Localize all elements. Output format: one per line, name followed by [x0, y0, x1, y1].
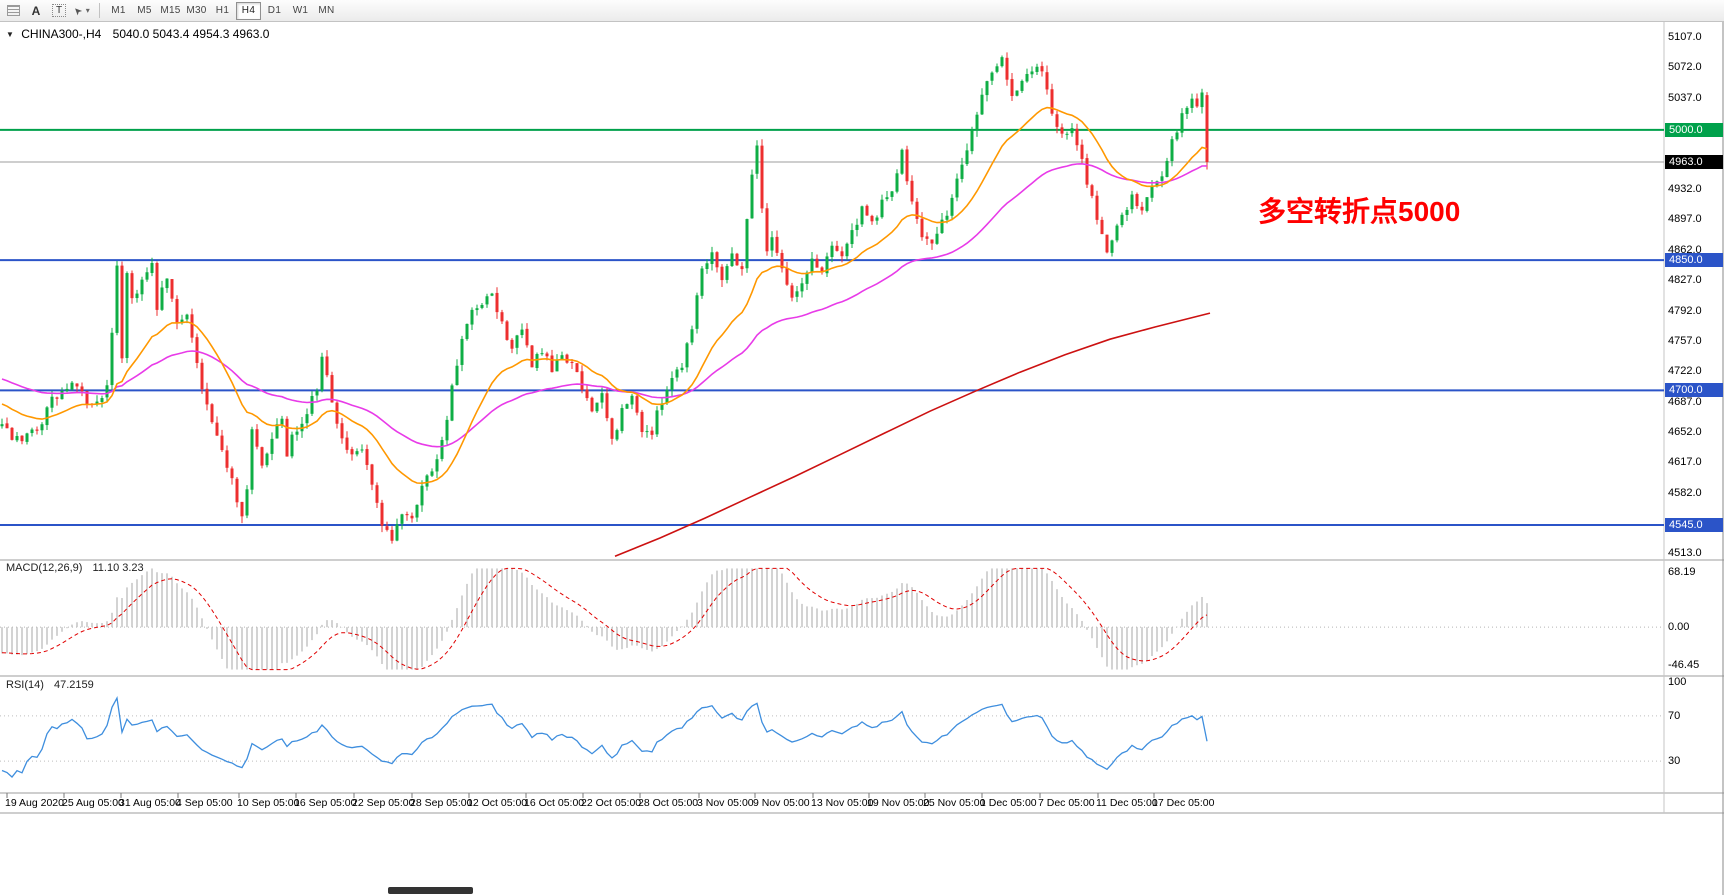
rsi-line — [1, 695, 1208, 778]
chart-list-button[interactable] — [2, 2, 24, 20]
horizontal-scrollbar-thumb[interactable] — [388, 887, 473, 894]
macd-label: MACD(12,26,9) 11.10 3.23 — [6, 562, 144, 574]
chart-symbol-period: CHINA300-,H4 — [21, 27, 102, 41]
toolbar-separator — [99, 3, 100, 18]
timeframe-button-d1[interactable]: D1 — [267, 5, 282, 16]
timeframe-button-m30[interactable]: M30 — [186, 5, 207, 16]
timeframe-buttons: M1 M5 M15 M30 H1 H4 D1 W1 MN — [106, 1, 339, 20]
rsi-indicator-value: 47.2159 — [53, 679, 94, 691]
symbol-dropdown-icon[interactable]: ▼ — [6, 30, 14, 39]
ma-fast-line — [1, 106, 1208, 485]
rsi-label: RSI(14) 47.2159 — [6, 679, 94, 691]
chart-ohlc-values: 5040.0 5043.4 4954.3 4963.0 — [112, 27, 270, 41]
annotation-text[interactable]: 多空转折点5000 — [1258, 196, 1461, 227]
timeframe-button-m5[interactable]: M5 — [137, 5, 152, 16]
textbox-annotation-button[interactable]: T — [48, 2, 70, 20]
macd-histogram — [1, 568, 1208, 670]
timeframe-button-h4[interactable]: H4 — [236, 1, 261, 20]
cursor-icon: ➤ — [71, 3, 86, 18]
grid-icon — [6, 5, 20, 16]
ma-mid-line — [1, 162, 1208, 448]
rsi-indicator-name: RSI(14) — [6, 679, 44, 691]
letter-a-icon: A — [31, 3, 41, 18]
macd-signal-line — [1, 567, 1208, 671]
chart-title: ▼ CHINA300-,H4 5040.0 5043.4 4954.3 4963… — [6, 27, 269, 41]
cursor-tool-button[interactable]: ➤ ▾ — [71, 2, 93, 20]
candles — [0, 52, 1209, 544]
macd-indicator-values: 11.10 3.23 — [92, 562, 144, 574]
timeframe-button-w1[interactable]: W1 — [292, 5, 309, 16]
timeframe-button-h1[interactable]: H1 — [215, 5, 230, 16]
timeframe-button-m15[interactable]: M15 — [160, 5, 181, 16]
ma-long-line — [614, 312, 1211, 558]
text-annotation-button[interactable]: A — [25, 2, 47, 20]
toolbar: A T ➤ ▾ M1 M5 M15 M30 H1 H4 D1 W1 MN — [0, 0, 1724, 22]
chevron-down-icon: ▾ — [85, 6, 90, 15]
textbox-icon: T — [51, 4, 67, 17]
timeframe-button-mn[interactable]: MN — [318, 5, 335, 16]
timeframe-button-m1[interactable]: M1 — [111, 5, 126, 16]
macd-indicator-name: MACD(12,26,9) — [6, 562, 83, 574]
